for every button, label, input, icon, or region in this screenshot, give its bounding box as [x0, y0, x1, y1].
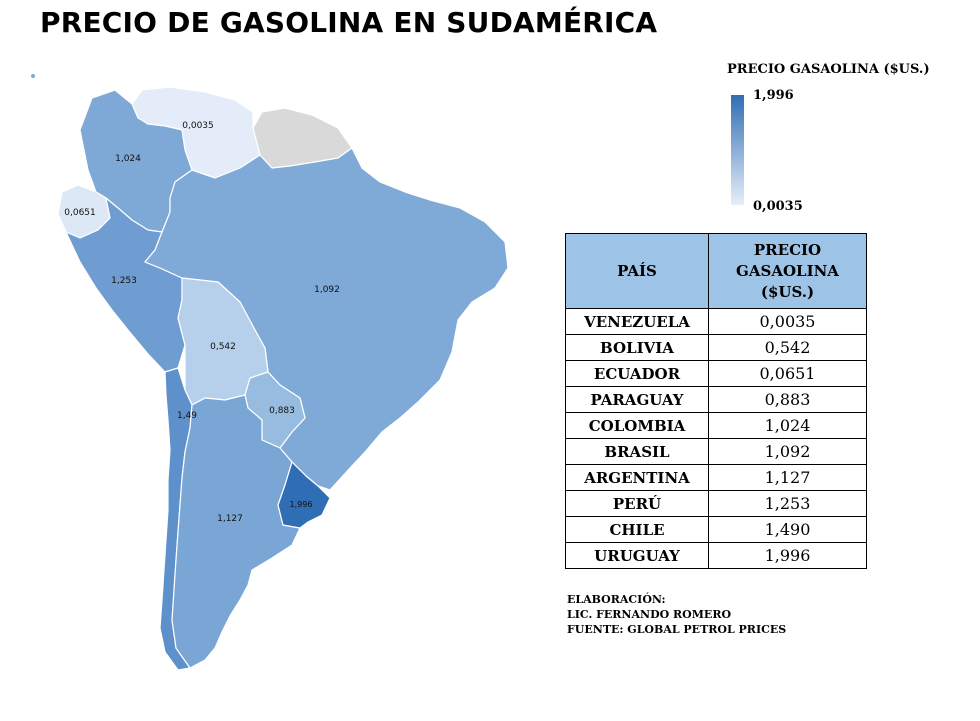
country-cell: PERÚ [565, 490, 709, 517]
price-cell: 0,883 [708, 386, 867, 413]
map-label-colombia: 1,024 [115, 154, 141, 164]
country-cell: CHILE [565, 516, 709, 543]
header-price: PRECIO GASAOLINA ($US.) [708, 233, 867, 309]
price-cell: 0,542 [708, 334, 867, 361]
header-price-line: ($US.) [760, 282, 815, 301]
map-label-venezuela: 0,0035 [182, 121, 214, 131]
table-row: ARGENTINA 1,127 [565, 464, 867, 491]
price-cell: 1,127 [708, 464, 867, 491]
country-cell: BOLIVIA [565, 334, 709, 361]
map-label-chile: 1,49 [177, 411, 197, 421]
legend-max-label: 1,996 [753, 88, 794, 103]
region-uruguay[interactable] [277, 461, 331, 529]
price-cell: 1,490 [708, 516, 867, 543]
legend-gradient-bar [731, 95, 744, 205]
map-label-bolivia: 0,542 [210, 342, 236, 352]
credits-source: FUENTE: GLOBAL PETROL PRICES [567, 623, 787, 636]
map-label-paraguay: 0,883 [269, 406, 295, 416]
table-header-row: PAÍS PRECIO GASAOLINA ($US.) [565, 233, 867, 309]
country-cell: PARAGUAY [565, 386, 709, 413]
map-title: PRECIO DE GASOLINA EN SUDAMÉRICA [40, 6, 658, 39]
price-cell: 0,0651 [708, 360, 867, 387]
price-cell: 1,253 [708, 490, 867, 517]
country-cell: COLOMBIA [565, 412, 709, 439]
price-cell: 1,024 [708, 412, 867, 439]
header-price-line: PRECIO [753, 240, 822, 259]
table-row: BOLIVIA 0,542 [565, 334, 867, 361]
legend-title: PRECIO GASAOLINA ($US.) [727, 62, 930, 77]
region-argentina[interactable] [171, 394, 301, 669]
table-row: PARAGUAY 0,883 [565, 386, 867, 413]
table-row: PERÚ 1,253 [565, 490, 867, 517]
credits-label: ELABORACIÓN: [567, 593, 666, 606]
map-label-ecuador: 0,0651 [64, 208, 96, 218]
country-cell: BRASIL [565, 438, 709, 465]
map-label-uruguay: 1,996 [290, 500, 313, 509]
country-cell: VENEZUELA [565, 308, 709, 335]
table-row: CHILE 1,490 [565, 516, 867, 543]
credits-author: LIC. FERNANDO ROMERO [567, 608, 732, 621]
map-label-argentina: 1,127 [217, 514, 243, 524]
table-row: VENEZUELA 0,0035 [565, 308, 867, 335]
south-america-map: 0,0035 1,024 0,0651 1,253 1,092 0,542 0,… [31, 74, 509, 671]
table-row: ECUADOR 0,0651 [565, 360, 867, 387]
header-country: PAÍS [565, 233, 709, 309]
price-cell: 1,092 [708, 438, 867, 465]
legend-min-label: 0,0035 [753, 199, 803, 214]
table-row: BRASIL 1,092 [565, 438, 867, 465]
country-cell: ECUADOR [565, 360, 709, 387]
table-row: URUGUAY 1,996 [565, 542, 867, 569]
country-cell: ARGENTINA [565, 464, 709, 491]
table-row: COLOMBIA 1,024 [565, 412, 867, 439]
header-price-line: GASAOLINA [736, 261, 839, 280]
price-cell: 0,0035 [708, 308, 867, 335]
price-table: PAÍS PRECIO GASAOLINA ($US.) VENEZUELA 0,… [565, 233, 867, 569]
map-label-brasil: 1,092 [314, 285, 340, 295]
credits-block: ELABORACIÓN: LIC. FERNANDO ROMERO FUENTE… [567, 592, 786, 637]
map-island-dot [31, 74, 35, 78]
country-cell: URUGUAY [565, 542, 709, 569]
map-label-peru: 1,253 [111, 276, 137, 286]
price-cell: 1,996 [708, 542, 867, 569]
